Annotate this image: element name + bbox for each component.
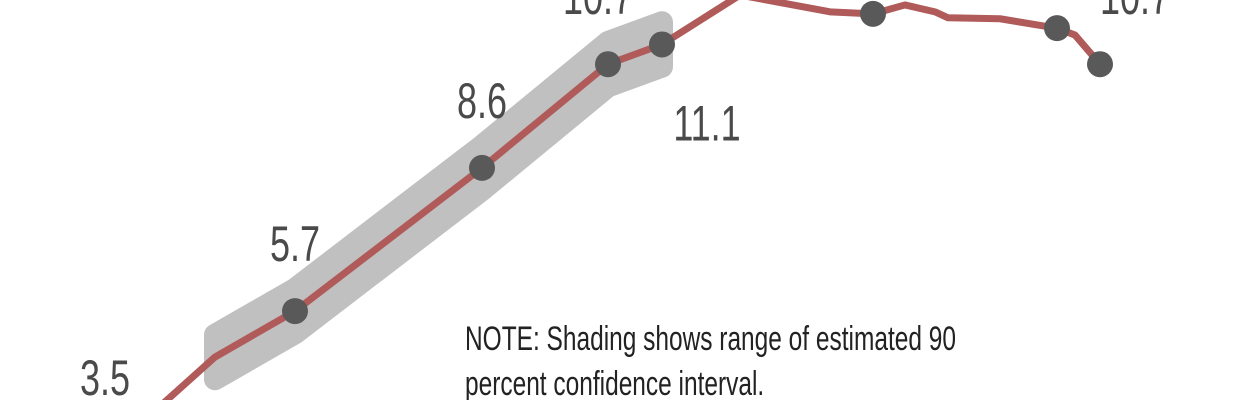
point <box>649 31 675 58</box>
data-label: 11.1 <box>673 97 740 152</box>
point <box>282 298 308 325</box>
point <box>1087 51 1113 78</box>
note-line: NOTE: Shading shows range of estimated 9… <box>465 320 956 358</box>
point <box>595 51 621 78</box>
data-label: 10.7 <box>563 0 633 26</box>
note-line: percent confidence interval. <box>465 365 764 400</box>
point <box>860 0 886 27</box>
line <box>161 0 1103 400</box>
data-label: 10.7 <box>1100 0 1170 26</box>
data-label: 5.7 <box>270 217 320 272</box>
data-label: 3.5 <box>80 351 130 400</box>
point <box>469 154 495 181</box>
point <box>1044 15 1070 42</box>
data-label: 8.6 <box>457 74 507 129</box>
